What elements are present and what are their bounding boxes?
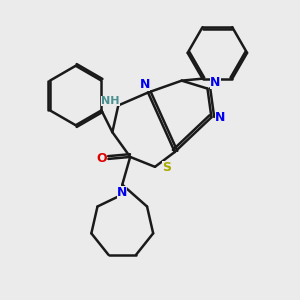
Text: NH: NH (101, 97, 120, 106)
Text: N: N (117, 186, 128, 199)
Text: N: N (140, 78, 150, 91)
Text: S: S (162, 161, 171, 174)
Text: N: N (215, 111, 226, 124)
Text: O: O (96, 152, 107, 165)
Text: N: N (210, 76, 220, 89)
